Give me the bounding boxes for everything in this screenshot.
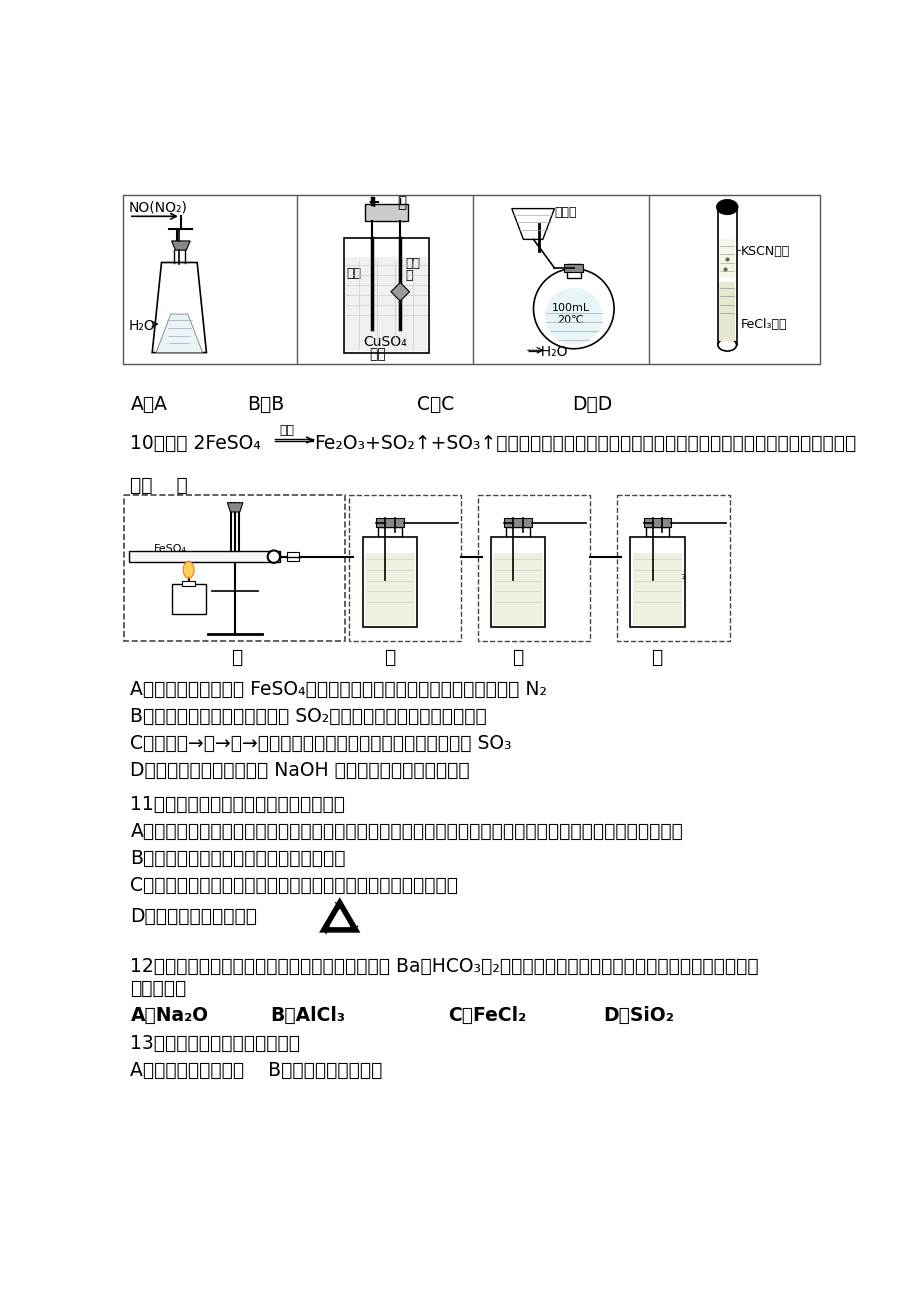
Bar [717,207,736,345]
Text: NaHSO₃: NaHSO₃ [640,569,686,582]
Text: D．不可回收垃圾图标是: D．不可回收垃圾图标是 [130,907,257,926]
Bar [719,281,734,341]
Text: FeCl₃溶液: FeCl₃溶液 [741,318,787,331]
Polygon shape [321,900,358,932]
Polygon shape [330,910,349,927]
Bar [719,240,734,277]
Bar [505,527,529,538]
Bar [182,581,195,586]
Text: 铁制: 铁制 [405,256,420,270]
Bar [564,264,583,272]
Text: NO(NO₂): NO(NO₂) [129,201,187,215]
Ellipse shape [717,339,736,352]
Bar [645,527,668,538]
Polygon shape [227,503,243,512]
Bar [493,553,542,625]
Bar [376,518,403,527]
Text: Fe₂O₃+SO₂↑+SO₃↑，某同学设计利用如图装置分别检验产物中的气体。下列有关表述错误的: Fe₂O₃+SO₂↑+SO₃↑，某同学设计利用如图装置分别检验产物中的气体。下列… [313,434,856,452]
Text: 浓硫酸: 浓硫酸 [554,206,576,219]
Text: C．FeCl₂: C．FeCl₂ [448,1005,526,1025]
Text: 高温: 高温 [279,424,294,437]
Text: —H₂O: —H₂O [527,345,567,359]
Text: 溶液: 溶液 [369,348,386,361]
Text: A．用装置甲高温分解 FeSO₄，点燃酒精喷灯前应先向装置内通一段时间 N₂: A．用装置甲高温分解 FeSO₄，点燃酒精喷灯前应先向装置内通一段时间 N₂ [130,680,547,699]
Text: 溶液: 溶液 [501,569,515,582]
Bar [345,256,426,352]
Polygon shape [287,552,299,561]
Text: A．废电池必须集中处理的原因是防止电池中汞、镉、铬、铅等重金属元素形成的有毒化合物对土壤和水源污染: A．废电池必须集中处理的原因是防止电池中汞、镉、铬、铅等重金属元素形成的有毒化合… [130,823,683,841]
Text: 20℃: 20℃ [556,315,583,326]
Text: H₂O: H₂O [129,319,155,333]
Text: B．B: B．B [246,395,284,414]
Bar [365,553,414,625]
Text: C．按照甲→丙→乙→丁的连接顺序，可用装置丙检验分解产生的 SO₃: C．按照甲→丙→乙→丁的连接顺序，可用装置丙检验分解产生的 SO₃ [130,734,512,753]
Text: A．A: A．A [130,395,167,414]
Bar [171,583,206,615]
Polygon shape [156,314,202,353]
Text: BaCl₂: BaCl₂ [501,557,532,570]
Text: 乙: 乙 [383,647,395,667]
Circle shape [533,268,614,349]
Bar [504,518,531,527]
Bar [122,195,820,365]
Circle shape [267,551,279,562]
Text: KSCN溶液: KSCN溶液 [741,245,789,258]
Text: 丁: 丁 [651,647,662,667]
Text: 甲: 甲 [231,647,243,667]
Text: A．Na₂O: A．Na₂O [130,1005,209,1025]
Text: 溶液: 溶液 [640,581,653,594]
Bar [566,264,580,277]
Text: FeSO₄: FeSO₄ [153,543,187,553]
Text: 锌片: 锌片 [346,267,360,280]
Text: A．氯化铵溶于水放热    B．氯化铵受热易分解: A．氯化铵溶于水放热 B．氯化铵受热易分解 [130,1061,382,1079]
Text: 11、下列有关垃圾处理的方法不正确的是: 11、下列有关垃圾处理的方法不正确的是 [130,796,346,814]
Text: B．用装置乙可检验分解产生的 SO₂，现象是石蕊试液先变红后褪色: B．用装置乙可检验分解产生的 SO₂，现象是石蕊试液先变红后褪色 [130,707,487,725]
Polygon shape [511,208,554,240]
Polygon shape [391,283,409,301]
Text: 述条件的是: 述条件的是 [130,979,187,997]
Bar [491,538,545,628]
Text: 饱和: 饱和 [640,557,653,570]
Ellipse shape [716,199,737,215]
Text: 是（    ）: 是（ ） [130,475,188,495]
Text: 12、某化合物由两种单质直接反应生成，将其加入 Ba（HCO₃）₂溶液中同时有气体和沉淀产生。下列化合物中符合上: 12、某化合物由两种单质直接反应生成，将其加入 Ba（HCO₃）₂溶液中同时有气… [130,957,758,976]
Ellipse shape [183,561,194,578]
Text: 10、已知 2FeSO₄: 10、已知 2FeSO₄ [130,434,261,452]
Text: D．D: D．D [572,395,612,414]
Polygon shape [171,241,190,250]
Text: 100mL: 100mL [551,302,590,312]
Text: C．家庭垃圾中的瓜果皮、菜叶、菜梗等在垃圾分类中属于湿垃圾: C．家庭垃圾中的瓜果皮、菜叶、菜梗等在垃圾分类中属于湿垃圾 [130,876,458,896]
Text: D．将装置丁中的试剂换为 NaOH 溶液能更好的避免污染环境: D．将装置丁中的试剂换为 NaOH 溶液能更好的避免污染环境 [130,760,470,780]
Bar [344,238,428,353]
Polygon shape [152,263,206,353]
Text: B．AlCl₃: B．AlCl₃ [269,1005,345,1025]
Text: +: + [368,195,380,210]
Text: －: － [397,195,406,210]
Bar [632,553,682,625]
Text: B．将垃圾分类回收是垃圾处理的发展方向: B．将垃圾分类回收是垃圾处理的发展方向 [130,849,346,868]
Text: 丙: 丙 [511,647,523,667]
Text: 石蕊: 石蕊 [373,557,387,570]
Bar [363,538,417,628]
Bar [630,538,684,628]
Circle shape [545,288,602,345]
Text: D．SiO₂: D．SiO₂ [603,1005,674,1025]
Bar [643,518,671,527]
Bar [365,204,407,221]
Bar [378,527,402,538]
Text: 品: 品 [405,268,413,281]
Text: 试液: 试液 [373,569,387,582]
Text: C．C: C．C [417,395,454,414]
Text: 13、关于氯化铵的说法错误的是: 13、关于氯化铵的说法错误的是 [130,1034,301,1053]
Bar [129,551,279,562]
Text: CuSO₄: CuSO₄ [363,335,406,349]
